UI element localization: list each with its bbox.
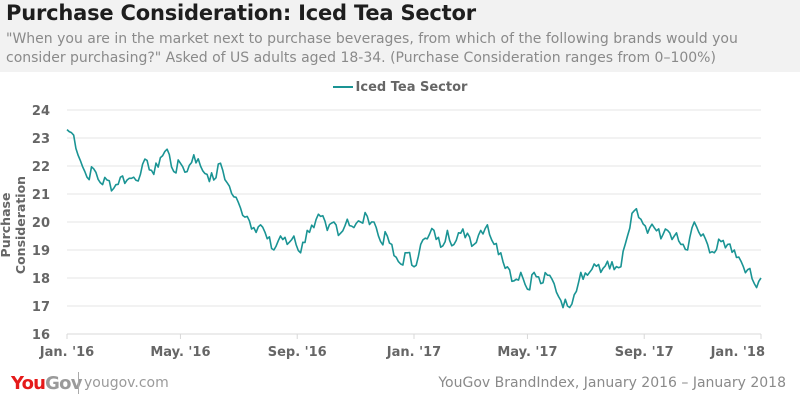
y-tick-label: 23	[32, 132, 50, 147]
chart-header: Purchase Consideration: Iced Tea Sector …	[0, 0, 800, 72]
y-tick-label: 21	[32, 188, 50, 203]
legend-label-iced-tea: Iced Tea Sector	[355, 80, 468, 95]
footer-url-link[interactable]: yougov.com	[84, 375, 169, 391]
y-tick-label: 19	[32, 244, 50, 259]
y-tick-label: 24	[32, 104, 50, 119]
footer-source: YouGov BrandIndex, January 2016 – Januar…	[438, 375, 786, 391]
chart-subtitle: "When you are in the market next to purc…	[6, 31, 738, 66]
footer-divider	[78, 372, 79, 394]
x-tick-label: Sep. '16	[268, 345, 327, 360]
x-tick-label: Jan. '16	[39, 345, 94, 360]
x-tick-labels: Jan. '16 May. '16 Sep. '16 Jan. '17 May. '17…	[39, 334, 765, 360]
x-tick-label: May. '17	[497, 345, 557, 360]
yougov-logo[interactable]: YouGov	[11, 373, 82, 394]
x-tick-label: Jan. '18	[710, 345, 765, 360]
legend: Iced Tea Sector	[0, 80, 800, 95]
legend-swatch-iced-tea	[332, 85, 353, 88]
y-tick-label: 16	[32, 328, 50, 343]
series-group	[66, 129, 762, 309]
y-tick-label: 18	[32, 272, 50, 287]
x-tick-label: May. '16	[150, 345, 210, 360]
x-tick-label: Jan. '17	[386, 345, 441, 360]
gridlines	[67, 109, 761, 335]
chart-title: Purchase Consideration: Iced Tea Sector	[6, 1, 476, 25]
y-tick-label: 20	[32, 216, 50, 231]
y-tick-labels: 16 17 18 19 20 21 22 23 24	[32, 104, 50, 343]
series-line-iced-tea-sector	[66, 129, 762, 309]
y-tick-label: 17	[32, 300, 50, 315]
y-tick-label: 22	[32, 160, 50, 175]
x-tick-label: Sep. '17	[615, 345, 674, 360]
